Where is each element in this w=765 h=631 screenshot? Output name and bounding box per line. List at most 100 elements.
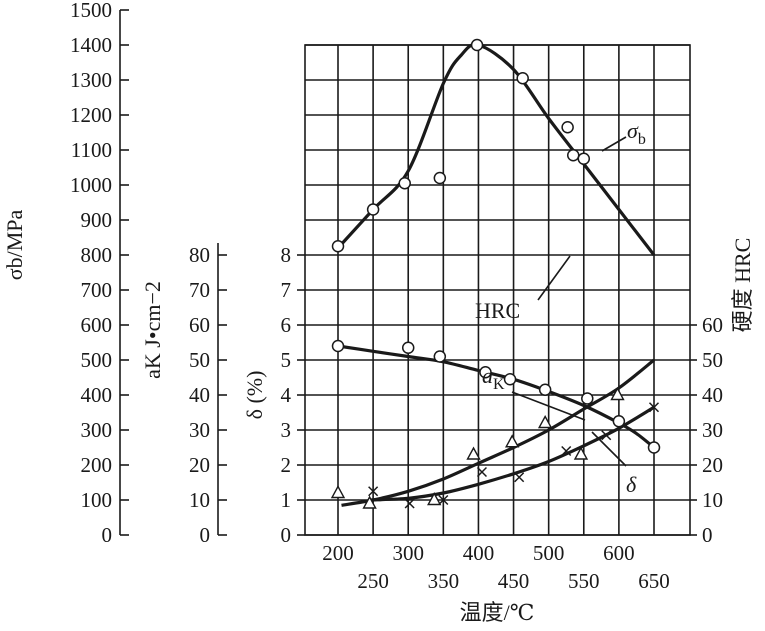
- x-axis-title: 温度/℃: [460, 600, 535, 625]
- delta-tick-label: 6: [281, 313, 292, 337]
- ak-leader-line: [511, 391, 586, 421]
- ak-tick-label: 80: [189, 243, 210, 267]
- hrc-tick-label: 50: [702, 348, 723, 372]
- sigma-tick-label: 1300: [70, 68, 112, 92]
- data-point-hrc: [331, 339, 345, 353]
- sigma-tick-label: 700: [81, 278, 113, 302]
- data-point-sigma-b: [470, 38, 484, 52]
- data-point-a-k: [427, 492, 442, 506]
- delta-tick-label: 0: [281, 523, 292, 547]
- ak-tick-label: 40: [189, 383, 210, 407]
- sigma-tick-label: 500: [81, 348, 113, 372]
- data-point-sigma-b: [366, 203, 380, 216]
- x-mark-stroke: [561, 445, 572, 457]
- series-line-a-k: [341, 358, 655, 507]
- x-mark-stroke: [404, 498, 415, 509]
- sigma-tick-label: 300: [81, 418, 113, 442]
- sigma-tick-label: 400: [81, 383, 113, 407]
- hrc-tick-label: 10: [702, 488, 723, 512]
- delta-tick-label: 4: [281, 383, 292, 407]
- sigma-tick-label: 600: [81, 313, 113, 337]
- data-point-hrc: [581, 392, 594, 405]
- data-point-delta: [561, 445, 572, 457]
- ak-tick-label: 30: [189, 418, 210, 442]
- x-mark-stroke: [368, 486, 379, 497]
- ak-tick-label: 20: [189, 453, 210, 477]
- data-point-hrc: [647, 441, 661, 454]
- data-point-hrc: [612, 415, 626, 428]
- ak-series-label: aK: [482, 363, 505, 393]
- data-point-delta: [648, 402, 660, 413]
- hrc-axis-title: 硬度 HRC: [730, 238, 755, 333]
- data-point-hrc: [401, 341, 415, 354]
- x-mark-stroke: [601, 430, 612, 441]
- hrc-tick-label: 20: [702, 453, 723, 477]
- x-mark-stroke: [476, 466, 487, 478]
- ak-tick-label: 60: [189, 313, 210, 337]
- sigma-series-label: σb: [627, 118, 646, 148]
- x-tick-label-lower: 650: [638, 569, 670, 593]
- data-point-a-k: [330, 485, 346, 499]
- hrc-series-label: HRC: [475, 298, 520, 323]
- x-tick-label-upper: 200: [322, 541, 354, 565]
- x-tick-label-upper: 500: [533, 541, 565, 565]
- series-line-delta: [369, 405, 655, 502]
- data-point-a-k: [537, 415, 553, 429]
- data-point-hrc: [538, 383, 552, 396]
- chart-labels: σb HRC aK δ: [475, 118, 646, 497]
- delta-tick-label: 7: [281, 278, 292, 302]
- ak-tick-label: 50: [189, 348, 210, 372]
- data-point-delta: [404, 498, 415, 509]
- sigma-label-subscript: b: [638, 131, 646, 148]
- hrc-tick-label: 0: [702, 523, 713, 547]
- delta-axis-title: δ (%): [242, 371, 267, 420]
- data-point-sigma-b: [561, 121, 574, 134]
- sigma-tick-label: 1500: [70, 0, 112, 22]
- ak-label-subscript: K: [493, 376, 505, 393]
- x-mark-stroke: [514, 472, 525, 483]
- hrc-tick-label: 30: [702, 418, 723, 442]
- data-point-hrc: [479, 366, 492, 379]
- sigma-tick-label: 800: [81, 243, 113, 267]
- series-markers: [330, 38, 661, 509]
- data-point-sigma-b: [516, 72, 529, 85]
- data-point-a-k: [466, 446, 481, 460]
- data-point-a-k: [504, 434, 520, 448]
- hrc-tick-label: 60: [702, 313, 723, 337]
- data-point-delta: [368, 486, 379, 497]
- ak-tick-label: 70: [189, 278, 210, 302]
- sigma-tick-label: 1400: [70, 33, 112, 57]
- sigma-tick-label: 900: [81, 208, 113, 232]
- ak-axis-title: aK J•cm−2: [140, 281, 165, 379]
- sigma-tick-label: 1000: [70, 173, 112, 197]
- data-point-sigma-b: [566, 149, 580, 162]
- data-point-delta: [438, 494, 449, 506]
- x-tick-label-upper: 300: [392, 541, 424, 565]
- sigma-tick-label: 100: [81, 488, 113, 512]
- hrc-leader-line: [537, 255, 571, 301]
- sigma-leader-line: [601, 136, 627, 152]
- data-point-hrc: [433, 350, 447, 363]
- data-point-sigma-b: [331, 240, 345, 253]
- x-tick-label-lower: 350: [428, 569, 460, 593]
- data-point-sigma-b: [433, 171, 447, 185]
- data-point-hrc: [503, 373, 517, 386]
- data-point-a-k: [362, 495, 377, 509]
- delta-series-label: δ: [626, 472, 637, 497]
- ak-tick-label: 10: [189, 488, 210, 512]
- sigma-tick-label: 1100: [71, 138, 112, 162]
- data-point-a-k: [573, 446, 589, 460]
- data-point-sigma-b: [398, 177, 411, 190]
- sigma-tick-label: 200: [81, 453, 113, 477]
- data-point-delta: [514, 472, 525, 483]
- x-tick-label-upper: 600: [603, 541, 635, 565]
- axes: 0100200300400500600700800900100011001200…: [2, 0, 755, 625]
- x-tick-label-lower: 250: [357, 569, 389, 593]
- data-point-delta: [601, 430, 612, 441]
- ak-tick-label: 0: [200, 523, 211, 547]
- data-point-delta: [476, 466, 487, 478]
- data-point-sigma-b: [577, 152, 591, 165]
- x-tick-label-lower: 550: [568, 569, 600, 593]
- delta-tick-label: 8: [281, 243, 292, 267]
